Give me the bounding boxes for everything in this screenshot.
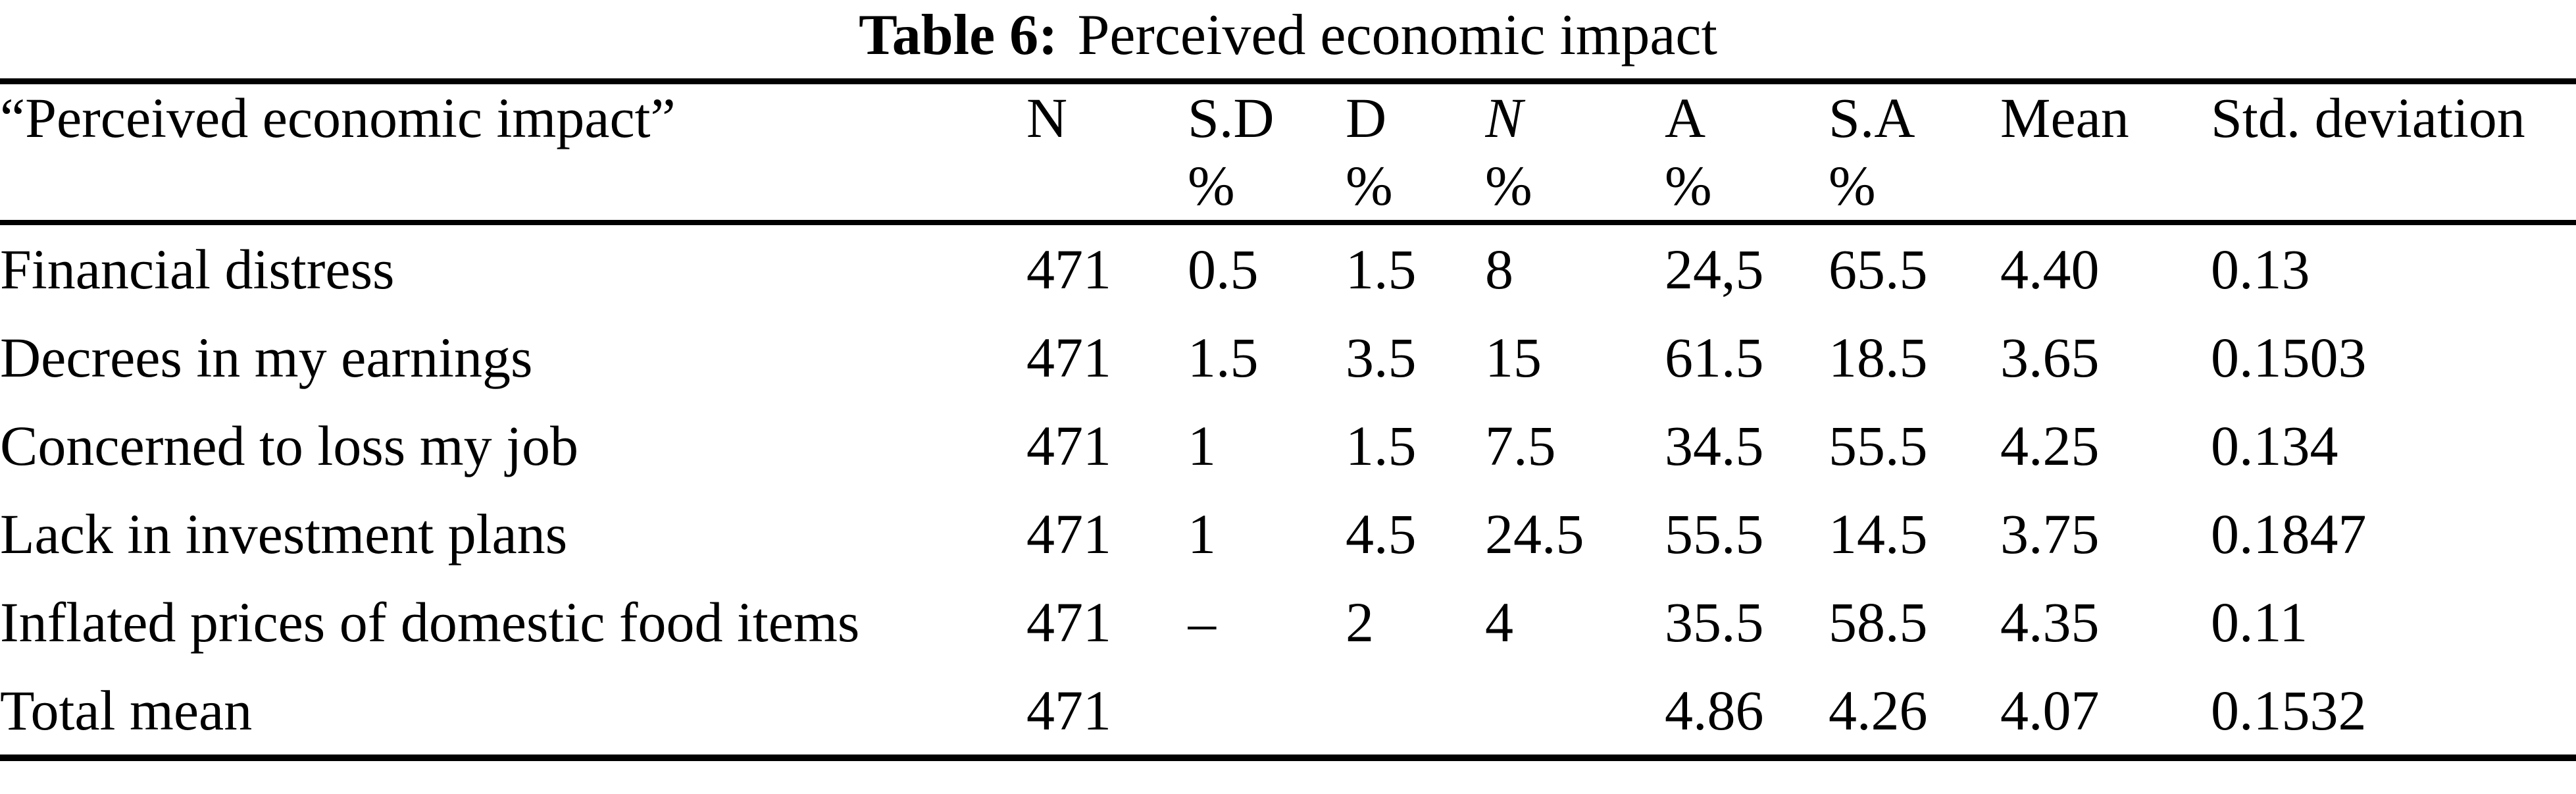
cell-n: 471 <box>1026 414 1111 478</box>
cell-mean: 4.40 <box>2000 238 2100 302</box>
cell-neutral: 7.5 <box>1485 414 1556 478</box>
column-header-construct: “Perceived economic impact” <box>0 81 1026 226</box>
cell-a: 24,5 <box>1665 238 1764 302</box>
cell-item-label: Decrees in my earnings <box>0 326 533 390</box>
column-header-a-label: A <box>1665 86 1706 149</box>
cell-item-label: Concerned to loss my job <box>0 414 579 478</box>
table-row: Inflated prices of domestic food items 4… <box>0 578 2576 666</box>
cell-std: 0.11 <box>2211 591 2308 654</box>
cell-std: 0.1847 <box>2211 502 2367 566</box>
cell-a: 61.5 <box>1665 326 1764 390</box>
cell-neutral: 24.5 <box>1485 502 1584 566</box>
table-row: Concerned to loss my job 471 1 1.5 7.5 3… <box>0 402 2576 490</box>
column-header-a: A % <box>1665 81 1829 226</box>
cell-a: 55.5 <box>1665 502 1764 566</box>
cell-mean: 3.75 <box>2000 502 2100 566</box>
column-header-n: N <box>1026 81 1188 226</box>
cell-neutral <box>1485 666 1665 758</box>
cell-mean: 4.25 <box>2000 414 2100 478</box>
column-header-neutral-label: N <box>1485 86 1523 149</box>
cell-neutral: 8 <box>1485 238 1513 302</box>
column-header-d-label: D <box>1346 86 1387 149</box>
cell-std: 0.13 <box>2211 238 2310 302</box>
column-header-neutral: N % <box>1485 81 1665 226</box>
column-header-d: D % <box>1346 81 1485 226</box>
table-row: Total mean 471 4.86 4.26 4.07 0.1532 <box>0 666 2576 758</box>
cell-sa: 4.26 <box>1829 679 1928 743</box>
cell-item-label: Inflated prices of domestic food items <box>0 591 860 654</box>
column-header-d-percent: % <box>1346 153 1393 217</box>
cell-std: 0.1532 <box>2211 679 2367 743</box>
cell-d: 2 <box>1346 591 1374 654</box>
table-row: Financial distress 471 0.5 1.5 8 24,5 65… <box>0 223 2576 313</box>
cell-sa: 65.5 <box>1829 238 1928 302</box>
column-header-neutral-percent: % <box>1485 153 1532 217</box>
cell-std: 0.1503 <box>2211 326 2367 390</box>
cell-std: 0.134 <box>2211 414 2338 478</box>
cell-n: 471 <box>1026 679 1111 743</box>
cell-mean: 4.35 <box>2000 591 2100 654</box>
cell-sd: 1 <box>1188 414 1216 478</box>
column-header-sd-percent: % <box>1188 153 1235 217</box>
table-row: Decrees in my earnings 471 1.5 3.5 15 61… <box>0 313 2576 402</box>
cell-n: 471 <box>1026 502 1111 566</box>
cell-mean: 3.65 <box>2000 326 2100 390</box>
cell-a: 34.5 <box>1665 414 1764 478</box>
cell-d <box>1346 666 1485 758</box>
cell-n: 471 <box>1026 238 1111 302</box>
table-caption: Table 6: Perceived economic impact <box>0 0 2576 68</box>
table-row: Lack in investment plans 471 1 4.5 24.5 … <box>0 490 2576 578</box>
cell-d: 4.5 <box>1346 502 1417 566</box>
cell-sd: 1 <box>1188 502 1216 566</box>
cell-sa: 58.5 <box>1829 591 1928 654</box>
cell-a: 35.5 <box>1665 591 1764 654</box>
cell-d: 3.5 <box>1346 326 1417 390</box>
cell-n: 471 <box>1026 591 1111 654</box>
cell-sa: 55.5 <box>1829 414 1928 478</box>
cell-sa: 18.5 <box>1829 326 1928 390</box>
table-caption-title: Perceived economic impact <box>1077 3 1717 67</box>
column-header-sa: S.A % <box>1829 81 2000 226</box>
cell-d: 1.5 <box>1346 414 1417 478</box>
column-header-sa-label: S.A <box>1829 86 1915 149</box>
cell-sa: 14.5 <box>1829 502 1928 566</box>
column-header-mean: Mean <box>2000 81 2211 226</box>
cell-neutral: 4 <box>1485 591 1513 654</box>
column-header-sd-label: S.D <box>1188 86 1275 149</box>
column-header-sd: S.D % <box>1188 81 1346 226</box>
cell-neutral: 15 <box>1485 326 1542 390</box>
cell-item-label: Total mean <box>0 679 253 743</box>
cell-sd <box>1188 666 1346 758</box>
cell-item-label: Financial distress <box>0 238 395 302</box>
cell-d: 1.5 <box>1346 238 1417 302</box>
column-header-a-percent: % <box>1665 153 1712 217</box>
cell-item-label: Lack in investment plans <box>0 502 568 566</box>
header-row: “Perceived economic impact” N S.D % D % … <box>0 81 2576 226</box>
cell-sd: 0.5 <box>1188 238 1259 302</box>
table-caption-number: Table 6: <box>859 3 1058 67</box>
cell-sd: 1.5 <box>1188 326 1259 390</box>
cell-n: 471 <box>1026 326 1111 390</box>
perceived-economic-impact-table: “Perceived economic impact” N S.D % D % … <box>0 78 2576 762</box>
cell-mean: 4.07 <box>2000 679 2100 743</box>
column-header-std: Std. deviation <box>2211 81 2576 226</box>
cell-sd: – <box>1188 591 1216 654</box>
column-header-sa-percent: % <box>1829 153 1876 217</box>
cell-a: 4.86 <box>1665 679 1764 743</box>
